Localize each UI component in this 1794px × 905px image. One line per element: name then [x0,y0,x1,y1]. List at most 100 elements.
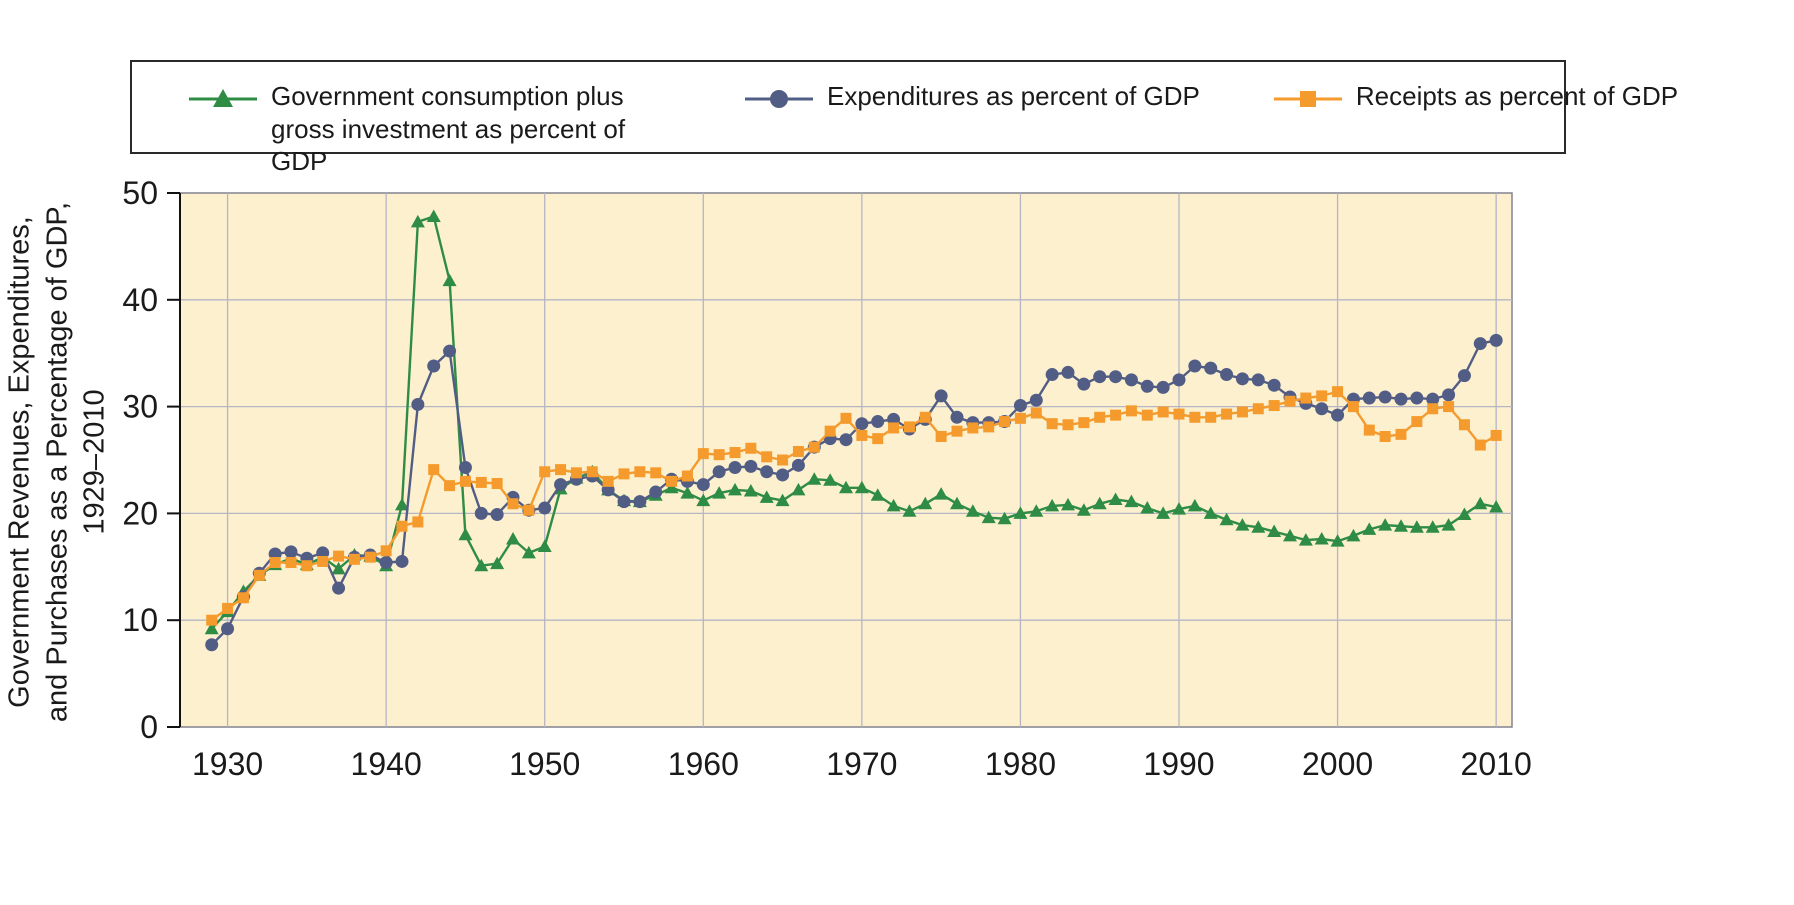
legend: Government consumption plus gross invest… [130,60,1678,176]
marker-expenditures-1947 [490,507,504,521]
marker-purchases-2002 [1362,522,1377,535]
marker-expenditures-1934 [284,545,298,559]
marker-purchases-1964 [759,490,774,503]
marker-purchases-1986 [1108,492,1123,506]
marker-expenditures-1971 [871,415,885,429]
marker-expenditures-1966 [791,458,805,472]
marker-purchases-1963 [743,483,758,497]
marker-purchases-1999 [1314,532,1329,545]
marker-receipts-1937 [333,550,345,562]
marker-purchases-1971 [870,488,885,501]
marker-purchases-1998 [1298,533,1313,546]
marker-expenditures-1987 [1124,373,1138,387]
marker-receipts-2010 [1490,429,1502,441]
marker-expenditures-2006 [1426,392,1440,406]
marker-expenditures-1988 [1140,379,1154,393]
marker-expenditures-1980 [1013,399,1027,413]
marker-purchases-1989 [1156,506,1171,519]
marker-purchases-1994 [1235,518,1250,531]
marker-receipts-1936 [317,555,329,567]
marker-expenditures-1985 [1093,370,1107,384]
marker-receipts-1982 [1046,418,1058,430]
marker-purchases-1973 [902,504,917,517]
marker-receipts-1945 [459,475,471,487]
marker-purchases-1965 [775,493,790,507]
marker-receipts-1976 [951,425,963,437]
marker-purchases-1941 [395,497,409,511]
y-tick-label-40: 40 [122,282,158,318]
x-tick-label-1990: 1990 [1143,746,1214,782]
marker-receipts-1948 [507,498,519,510]
marker-purchases-1980 [1013,506,1028,519]
marker-purchases-1993 [1219,512,1234,526]
marker-purchases-2004 [1394,519,1408,532]
marker-expenditures-1996 [1267,378,1281,392]
marker-purchases-1982 [1045,498,1060,512]
marker-purchases-2008 [1457,507,1472,520]
marker-receipts-1958 [666,475,678,487]
marker-purchases-1981 [1029,504,1044,517]
marker-purchases-2003 [1378,518,1393,531]
legend-item-purchases: Government consumption plus gross invest… [187,80,671,178]
marker-expenditures-1989 [1156,380,1170,394]
marker-purchases-2009 [1473,496,1488,510]
marker-purchases-1995 [1251,520,1266,533]
marker-expenditures-1976 [950,410,964,424]
y-tick-label-50: 50 [122,175,158,211]
marker-receipts-1951 [555,464,567,476]
marker-purchases-1942 [410,214,425,228]
marker-expenditures-1993 [1220,368,1234,382]
marker-receipts-1973 [903,421,915,433]
marker-receipts-1986 [1110,409,1122,421]
legend-label-expenditures: Expenditures as percent of GDP [827,81,1200,111]
marker-purchases-1988 [1140,501,1155,514]
marker-receipts-2002 [1363,424,1375,436]
marker-purchases-1972 [886,498,901,512]
marker-receipts-2003 [1379,431,1391,443]
marker-receipts-1941 [396,520,408,532]
marker-receipts-1983 [1062,419,1074,431]
marker-receipts-1968 [824,425,836,437]
marker-expenditures-1982 [1045,368,1059,382]
marker-receipts-1990 [1173,408,1185,420]
marker-receipts-1955 [618,468,630,480]
marker-purchases-1948 [506,532,520,545]
marker-purchases-1991 [1187,498,1202,512]
marker-receipts-1962 [729,447,741,459]
marker-expenditures-1941 [395,554,409,568]
marker-expenditures-1940 [379,556,393,570]
marker-expenditures-1984 [1077,377,1091,391]
marker-purchases-1997 [1283,528,1297,542]
marker-purchases-1969 [839,480,853,494]
marker-receipts-1964 [761,451,773,463]
marker-purchases-2006 [1425,520,1440,533]
marker-purchases-1960 [696,493,711,507]
marker-receipts-1956 [634,466,646,478]
marker-receipts-1971 [872,433,884,445]
marker-purchases-1990 [1172,502,1186,515]
marker-receipts-1989 [1157,406,1169,418]
marker-receipts-1959 [681,470,693,482]
marker-receipts-2000 [1332,386,1344,398]
marker-purchases-2007 [1441,518,1456,531]
marker-receipts-1969 [840,412,852,424]
marker-receipts-2007 [1443,401,1455,413]
marker-purchases-1943 [426,209,441,222]
marker-purchases-1979 [997,511,1012,525]
marker-receipts-1930 [222,602,234,614]
marker-receipts-1954 [602,475,614,487]
marker-expenditures-1942 [411,397,425,411]
series-line-receipts [210,390,1497,622]
marker-purchases-1929 [204,621,219,635]
marker-expenditures-1944 [443,344,457,358]
marker-purchases-2010 [1489,499,1504,513]
marker-receipts-2008 [1458,419,1470,431]
marker-expenditures-2010 [1489,333,1503,347]
x-tick-label-2010: 2010 [1461,746,1532,782]
marker-receipts-1993 [1221,408,1233,420]
marker-purchases-1976 [950,496,964,510]
triangle-marker-icon [189,89,257,107]
marker-receipts-1961 [713,449,725,461]
marker-expenditures-1960 [696,478,710,492]
